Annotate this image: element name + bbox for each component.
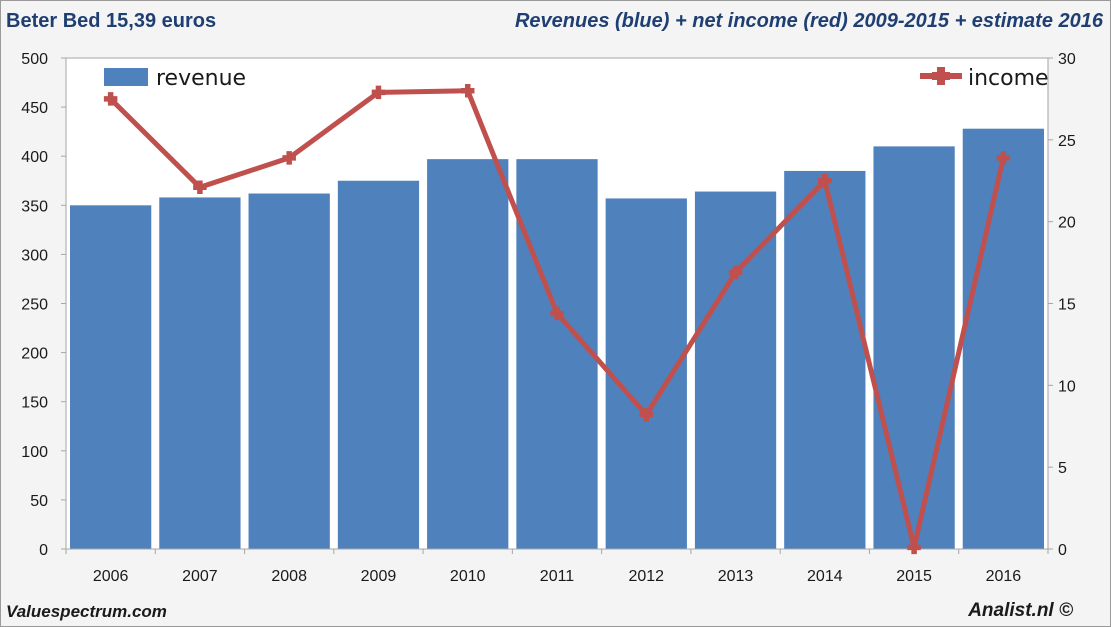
chart-title: Revenues (blue) + net income (red) 2009-… bbox=[514, 10, 1103, 32]
left-tick-label: 500 bbox=[21, 51, 48, 68]
left-tick-label: 0 bbox=[39, 542, 48, 559]
income-marker-2013 bbox=[728, 265, 743, 280]
income-marker-2008 bbox=[282, 151, 296, 165]
left-tick-label: 100 bbox=[21, 444, 48, 461]
bar-2009 bbox=[337, 180, 420, 549]
bar-2010 bbox=[427, 159, 509, 549]
left-tick-label: 450 bbox=[21, 100, 48, 117]
left-tick-label: 50 bbox=[30, 493, 48, 510]
income-marker-2014 bbox=[818, 174, 832, 188]
x-tick-label: 2010 bbox=[450, 568, 486, 585]
bar-2016 bbox=[962, 128, 1044, 550]
bar-2006 bbox=[70, 205, 152, 550]
bar-2015 bbox=[873, 146, 955, 549]
x-tick-label: 2012 bbox=[628, 568, 664, 585]
x-tick-label: 2016 bbox=[986, 568, 1022, 585]
chart-header-left: Beter Bed 15,39 euros bbox=[6, 10, 217, 32]
left-tick-label: 150 bbox=[21, 395, 48, 412]
left-tick-label: 350 bbox=[21, 198, 48, 215]
left-tick-label: 300 bbox=[21, 247, 48, 264]
legend-revenue-label: revenue bbox=[156, 66, 246, 91]
income-marker-2012 bbox=[639, 408, 654, 422]
x-tick-label: 2014 bbox=[807, 568, 843, 585]
income-marker-2011 bbox=[550, 306, 564, 321]
x-tick-label: 2009 bbox=[361, 568, 397, 585]
right-tick-label: 5 bbox=[1058, 460, 1067, 477]
income-marker-2015 bbox=[907, 540, 921, 555]
legend-income-label: income bbox=[968, 66, 1049, 91]
x-tick-label: 2007 bbox=[182, 568, 218, 585]
footer-source: Valuespectrum.com bbox=[6, 602, 167, 621]
income-marker-2007 bbox=[193, 180, 207, 195]
legend-revenue-swatch bbox=[104, 68, 148, 86]
x-tick-label: 2013 bbox=[718, 568, 754, 585]
left-tick-label: 400 bbox=[21, 149, 48, 166]
x-tick-label: 2011 bbox=[540, 568, 575, 585]
legend-income-marker bbox=[932, 67, 950, 85]
income-marker-2009 bbox=[371, 85, 386, 100]
bar-2013 bbox=[694, 191, 777, 549]
x-tick-label: 2008 bbox=[271, 568, 307, 585]
income-marker-2016 bbox=[996, 151, 1011, 165]
bar-2008 bbox=[248, 193, 330, 550]
bar-2007 bbox=[159, 197, 241, 549]
x-tick-label: 2015 bbox=[896, 568, 932, 585]
right-tick-label: 0 bbox=[1058, 542, 1067, 559]
income-marker-2010 bbox=[460, 83, 475, 98]
bar-2014 bbox=[784, 170, 866, 549]
income-marker-2006 bbox=[103, 92, 118, 106]
left-tick-label: 200 bbox=[21, 346, 48, 363]
right-tick-label: 15 bbox=[1058, 297, 1076, 314]
left-tick-label: 250 bbox=[21, 297, 48, 314]
right-tick-label: 20 bbox=[1058, 215, 1076, 232]
right-tick-label: 30 bbox=[1058, 51, 1076, 68]
right-tick-label: 10 bbox=[1058, 378, 1076, 395]
x-tick-label: 2006 bbox=[93, 568, 129, 585]
bar-2011 bbox=[516, 159, 598, 549]
footer-copyright: Analist.nl © bbox=[968, 600, 1073, 621]
right-tick-label: 25 bbox=[1058, 133, 1076, 150]
